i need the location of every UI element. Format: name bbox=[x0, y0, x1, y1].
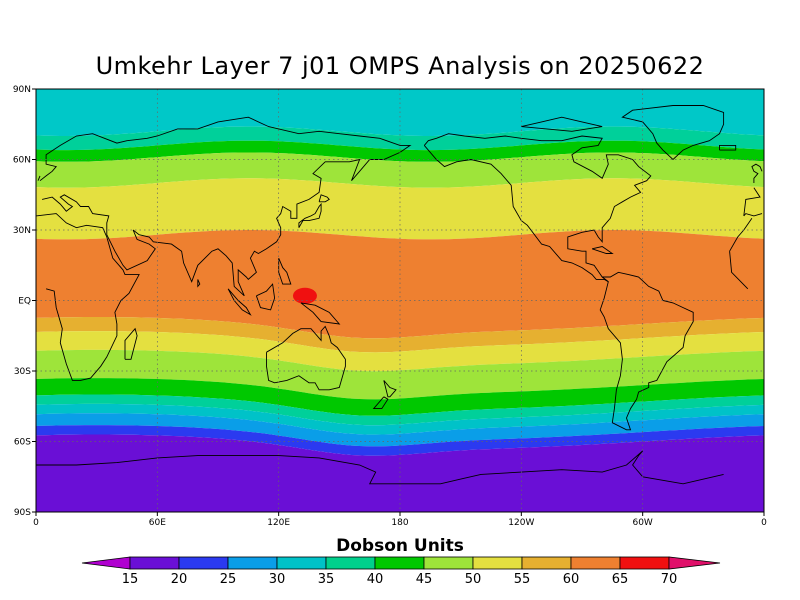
colorbar-label: 60 bbox=[563, 572, 580, 587]
coastline bbox=[124, 327, 138, 360]
ozone-band bbox=[36, 178, 764, 240]
coastline bbox=[36, 450, 724, 485]
lon-tick-label: 0 bbox=[33, 518, 39, 528]
lat-tick-label: 60N bbox=[13, 156, 31, 166]
lon-tick-label: 180 bbox=[391, 518, 408, 528]
lat-tick-label: 90N bbox=[13, 85, 31, 95]
coastline bbox=[266, 325, 346, 391]
colorbar-label: 55 bbox=[514, 572, 531, 587]
ozone-band bbox=[36, 394, 764, 426]
colorbar-arrow-low bbox=[81, 556, 131, 570]
coastline bbox=[372, 396, 389, 410]
colorbar-segment bbox=[227, 556, 278, 570]
ozone-band bbox=[36, 425, 764, 456]
coastline bbox=[719, 144, 737, 151]
colorbar-label: 25 bbox=[220, 572, 237, 587]
colorbar-segment bbox=[472, 556, 523, 570]
coastline bbox=[621, 105, 725, 160]
gridlines bbox=[36, 89, 764, 512]
ozone-band bbox=[36, 378, 764, 416]
lon-tick-label: 120W bbox=[508, 518, 534, 528]
ozone-band bbox=[36, 331, 764, 372]
colorbar-title: Dobson Units bbox=[336, 536, 464, 556]
colorbar-segment bbox=[325, 556, 376, 570]
colorbar-segment bbox=[129, 556, 180, 570]
lat-tick-label: EQ bbox=[18, 297, 31, 307]
colorbar-segment bbox=[570, 556, 621, 570]
coastline bbox=[298, 202, 322, 228]
ozone-bands bbox=[36, 89, 764, 512]
lon-tick-label: 0 bbox=[761, 518, 767, 528]
colorbar-segment bbox=[619, 556, 670, 570]
lon-tick-label: 60W bbox=[632, 518, 652, 528]
colorbar-segment bbox=[423, 556, 474, 570]
colorbar-segment bbox=[178, 556, 229, 570]
coastline bbox=[255, 283, 276, 311]
colorbar-label: 30 bbox=[269, 572, 286, 587]
colorbar-label: 50 bbox=[465, 572, 482, 587]
ozone-band bbox=[36, 230, 764, 339]
coastline bbox=[300, 302, 341, 325]
colorbar-label: 20 bbox=[171, 572, 188, 587]
colorbar-segment bbox=[521, 556, 572, 570]
coastlines bbox=[36, 105, 763, 485]
colorbar-label: 70 bbox=[661, 572, 678, 587]
ozone-band bbox=[36, 126, 764, 151]
ozone-band bbox=[36, 349, 764, 400]
colorbar-segment bbox=[276, 556, 327, 570]
ozone-band bbox=[36, 403, 764, 435]
colorbar-label: 15 bbox=[122, 572, 139, 587]
coastline bbox=[521, 116, 603, 132]
colorbar: 15 20 25 30 35 40 45 50 55 60 65 70 bbox=[81, 556, 721, 587]
coastline bbox=[599, 271, 694, 431]
ozone-band bbox=[36, 434, 764, 512]
lon-tick-label: 60E bbox=[149, 518, 166, 528]
coastline bbox=[197, 279, 201, 288]
coastline bbox=[383, 380, 397, 398]
lat-tick-label: 60S bbox=[14, 438, 31, 448]
colorbar-arrow-high bbox=[668, 556, 721, 570]
coastline bbox=[318, 194, 330, 203]
colorbar-label: 65 bbox=[612, 572, 629, 587]
lat-tick-label: 30S bbox=[14, 367, 31, 377]
colorbar-label: 35 bbox=[318, 572, 335, 587]
ozone-band bbox=[36, 317, 764, 353]
ozone-band bbox=[36, 140, 764, 162]
coastline bbox=[36, 213, 753, 381]
colorbar-label: 45 bbox=[416, 572, 433, 587]
lon-tick-label: 120E bbox=[267, 518, 290, 528]
lat-tick-label: 90S bbox=[14, 508, 31, 518]
ozone-band bbox=[36, 413, 764, 447]
coastline bbox=[39, 116, 763, 297]
coastline bbox=[37, 163, 763, 183]
ozone-hotspot bbox=[292, 287, 317, 304]
coastline bbox=[591, 246, 614, 254]
colorbar-segment bbox=[374, 556, 425, 570]
colorbar-label: 40 bbox=[367, 572, 384, 587]
coastline bbox=[278, 258, 292, 285]
lat-tick-label: 30N bbox=[13, 226, 31, 236]
map-title: Umkehr Layer 7 j01 OMPS Analysis on 2025… bbox=[95, 52, 705, 80]
coastline bbox=[423, 133, 652, 283]
